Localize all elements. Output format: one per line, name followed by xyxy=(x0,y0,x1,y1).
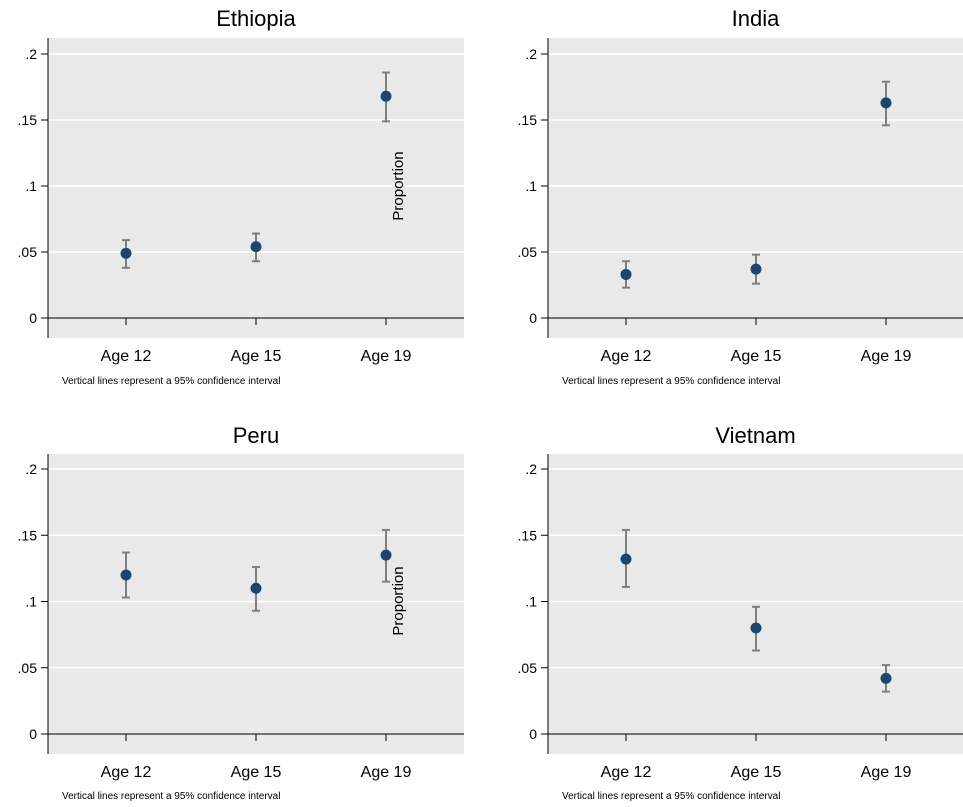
x-tick-label: Age 19 xyxy=(361,764,412,781)
x-tick-label: Age 15 xyxy=(231,348,282,365)
y-tick-label: .15 xyxy=(18,527,38,543)
x-tick-label: Age 15 xyxy=(731,764,782,781)
y-tick-label: .2 xyxy=(525,46,537,62)
ci-note: Vertical lines represent a 95% confidenc… xyxy=(562,376,780,387)
y-tick-label: .15 xyxy=(518,527,538,543)
panel-peru: 0 .05 .1 .15 .2 Peru Age 12 Age 15 Age 19 Proport… xyxy=(18,423,464,802)
proportion-label: Proportion xyxy=(390,151,407,220)
y-tick-label: .1 xyxy=(25,594,37,610)
y-tick-label: .2 xyxy=(525,461,537,477)
y-tick-label: .1 xyxy=(525,594,537,610)
y-tick-label: .2 xyxy=(25,461,37,477)
x-tick-label: Age 19 xyxy=(861,764,912,781)
y-tick-label: .15 xyxy=(518,112,538,128)
y-tick-label: .15 xyxy=(18,112,38,128)
y-tick-label: .05 xyxy=(18,660,38,676)
data-point xyxy=(380,549,392,561)
y-tick-label: 0 xyxy=(29,310,37,326)
data-point xyxy=(250,241,262,253)
y-tick-label: 0 xyxy=(529,726,537,742)
data-point xyxy=(620,268,632,280)
y-tick-label: .1 xyxy=(25,178,37,194)
ci-note: Vertical lines represent a 95% confidenc… xyxy=(62,791,280,802)
data-point xyxy=(880,97,892,109)
plot-area xyxy=(48,38,464,338)
data-point xyxy=(380,90,392,102)
x-tick-label: Age 19 xyxy=(361,348,412,365)
y-tick-label: 0 xyxy=(29,726,37,742)
x-tick-label: Age 12 xyxy=(101,348,152,365)
x-tick-label: Age 12 xyxy=(601,348,652,365)
panel-india: 0 .05 .1 .15 .2 India Age 12 Age 15 Age 19 Vertic… xyxy=(518,6,963,387)
panel-title: Vietnam xyxy=(715,423,795,448)
proportion-label: Proportion xyxy=(390,566,407,635)
ci-note: Vertical lines represent a 95% confidenc… xyxy=(62,376,280,387)
panel-title: Ethiopia xyxy=(216,6,296,31)
panel-title: India xyxy=(732,6,780,31)
y-tick-label: .2 xyxy=(25,46,37,62)
data-point xyxy=(750,263,762,275)
x-tick-label: Age 12 xyxy=(101,764,152,781)
panel-title: Peru xyxy=(233,423,279,448)
data-point xyxy=(250,582,262,594)
y-tick-label: .05 xyxy=(518,660,538,676)
x-tick-label: Age 19 xyxy=(861,348,912,365)
panel-vietnam: 0 .05 .1 .15 .2 Vietnam Age 12 Age 15 Age 19 Vert… xyxy=(518,423,963,802)
data-point xyxy=(750,622,762,634)
plot-area xyxy=(548,38,963,338)
y-tick-label: .1 xyxy=(525,178,537,194)
data-point xyxy=(880,672,892,684)
x-tick-label: Age 15 xyxy=(231,764,282,781)
panel-ethiopia: 0 .05 .1 .15 .2 Ethiopia Age 12 Age 15 Age 19 Pro… xyxy=(18,6,464,387)
data-point xyxy=(620,553,632,565)
plot-area xyxy=(548,454,963,754)
x-tick-label: Age 15 xyxy=(731,348,782,365)
data-point xyxy=(120,247,132,259)
data-point xyxy=(120,569,132,581)
ci-note: Vertical lines represent a 95% confidenc… xyxy=(562,791,780,802)
y-tick-label: 0 xyxy=(529,310,537,326)
x-tick-label: Age 12 xyxy=(601,764,652,781)
y-tick-label: .05 xyxy=(18,244,38,260)
y-tick-label: .05 xyxy=(518,244,538,260)
